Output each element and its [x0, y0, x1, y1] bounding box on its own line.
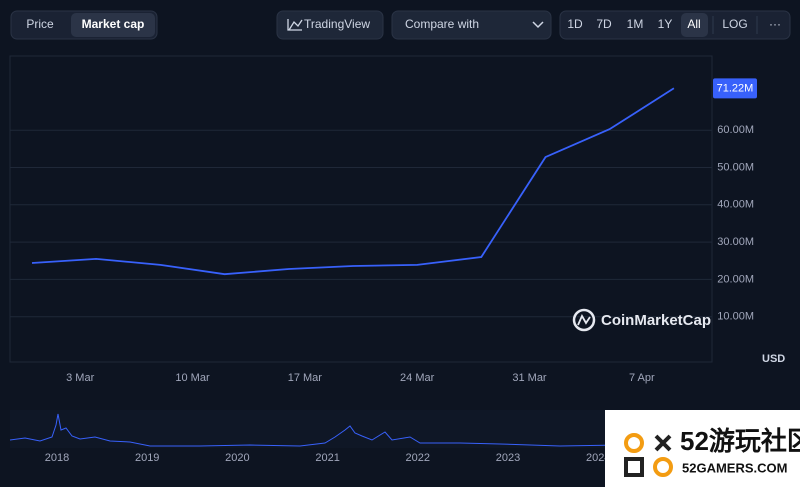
- overlay-title: 52游玩社区: [680, 426, 800, 456]
- year-label: 2020: [225, 452, 249, 464]
- value-label: 71.22M: [717, 82, 754, 94]
- tradingview-icon: [287, 19, 303, 31]
- range-selected: [681, 13, 708, 37]
- tradingview-button[interactable]: [276, 10, 384, 40]
- y-tick-label: 40.00M: [717, 199, 754, 211]
- y-tick-label: 30.00M: [717, 236, 754, 248]
- chevron: [532, 21, 544, 29]
- overlay-icon: [653, 457, 673, 477]
- overlay-icon: [654, 434, 672, 452]
- compare-label[interactable]: Compare with: [405, 17, 479, 31]
- overlay-url: 52GAMERS.COM: [682, 460, 787, 475]
- x-tick-label: 31 Mar: [512, 372, 547, 384]
- navigator-line: [9, 413, 713, 447]
- y-tick-label: 50.00M: [717, 161, 754, 173]
- y-tick-label: 60.00M: [717, 124, 754, 136]
- watermark-logo: [572, 308, 596, 332]
- currency-label: USD: [762, 353, 785, 365]
- range-button[interactable]: All: [687, 17, 700, 31]
- watermark: CoinMarketCap: [572, 308, 711, 332]
- compare-select[interactable]: [391, 10, 552, 40]
- year-label: 2018: [45, 452, 69, 464]
- more-button[interactable]: ···: [769, 17, 781, 31]
- year-label: 2022: [406, 452, 430, 464]
- year-label: 2021: [315, 452, 339, 464]
- tradingview-label[interactable]: TradingView: [304, 17, 370, 31]
- range-button[interactable]: 1D: [567, 17, 583, 31]
- year-label: 2023: [496, 452, 520, 464]
- y-tick-label: 10.00M: [717, 311, 754, 323]
- x-tick-label: 3 Mar: [66, 372, 94, 384]
- tab-selected[interactable]: [71, 13, 155, 37]
- range-group: [559, 10, 791, 40]
- year-label: 2019: [135, 452, 159, 464]
- x-tick-label: 17 Mar: [288, 372, 323, 384]
- range-button[interactable]: 1M: [627, 17, 644, 31]
- range-button[interactable]: 1Y: [658, 17, 673, 31]
- x-tick-label: 24 Mar: [400, 372, 435, 384]
- tab[interactable]: Market cap: [82, 17, 145, 31]
- value-badge: [713, 78, 757, 99]
- tab[interactable]: Price: [26, 17, 54, 31]
- watermark-text: CoinMarketCap: [601, 312, 711, 329]
- overlay-icon: [624, 457, 644, 477]
- watermark-logo: [577, 314, 591, 326]
- year-label: 2024: [586, 452, 610, 464]
- x-tick-label: 10 Mar: [175, 372, 210, 384]
- series-line: [31, 87, 675, 276]
- y-tick-label: 20.00M: [717, 273, 754, 285]
- plot-frame: [9, 55, 713, 363]
- log-toggle[interactable]: LOG: [722, 17, 747, 31]
- range-button[interactable]: 7D: [596, 17, 612, 31]
- overlay-icon: [624, 433, 644, 453]
- x-tick-label: 7 Apr: [629, 372, 655, 384]
